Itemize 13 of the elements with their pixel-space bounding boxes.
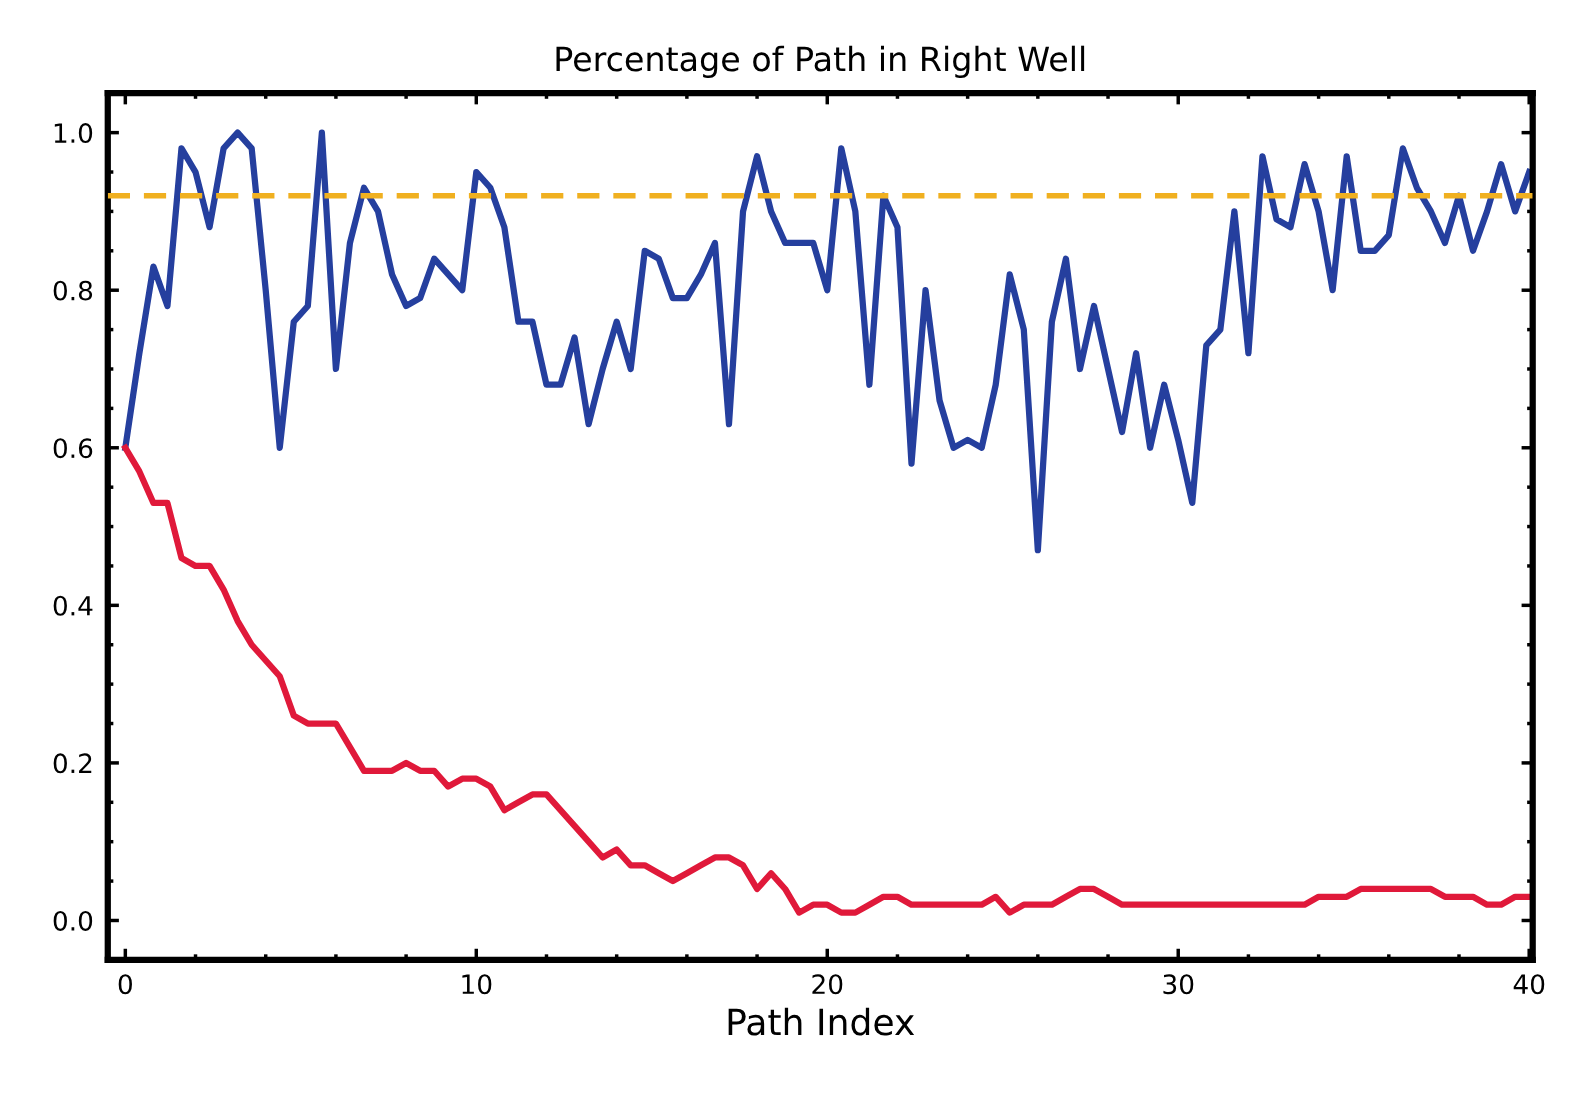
x-tick-label: 10 [462,974,492,995]
y-tick-label: 0.8 [53,280,93,301]
chart-title: Percentage of Path in Right Well [556,45,1085,78]
y-tick-label: 1.0 [54,123,93,144]
y-tick-label: 0.2 [53,753,92,774]
x-tick-label: 0 [118,974,132,995]
x-tick-label: 40 [1513,974,1545,995]
x-tick-label: 30 [1163,974,1194,995]
y-tick-label: 0.4 [53,595,93,616]
x-tick-label: 20 [812,974,843,995]
y-tick-label: 0.0 [53,910,93,931]
x-axis-title: Path Index [728,1007,915,1036]
y-tick-label: 0.6 [53,438,93,459]
